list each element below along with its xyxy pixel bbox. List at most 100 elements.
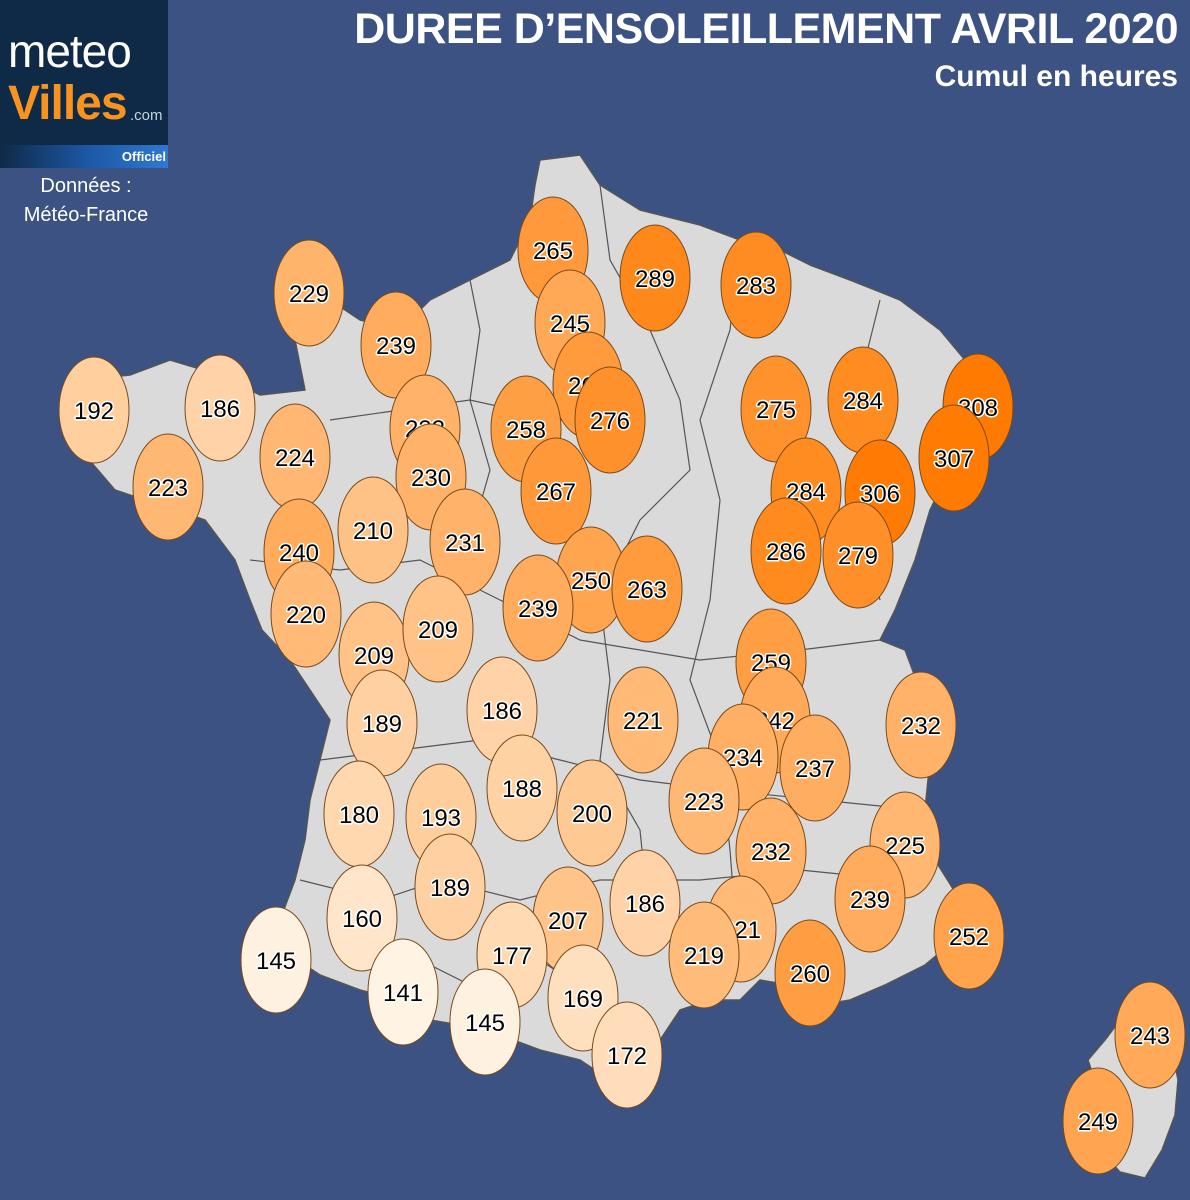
department-ellipse (402, 575, 474, 683)
department-value: 141 (383, 980, 423, 1007)
department-ellipse (834, 845, 906, 953)
department-value: 200 (572, 801, 612, 828)
department-marker: 188 (486, 734, 558, 842)
department-ellipse (574, 366, 646, 474)
department-marker: 263 (611, 535, 683, 643)
department-value: 276 (590, 408, 630, 435)
department-marker: 232 (735, 797, 807, 905)
department-ellipse (668, 747, 740, 855)
department-ellipse (591, 1001, 663, 1109)
department-marker: 249 (1062, 1067, 1134, 1175)
department-marker: 192 (58, 356, 130, 464)
department-marker: 267 (520, 437, 592, 545)
department-ellipse (933, 882, 1005, 990)
department-value: 265 (533, 238, 573, 265)
department-marker: 307 (918, 404, 990, 512)
map-subtitle: Cumul en heures (934, 60, 1178, 93)
department-marker: 279 (822, 501, 894, 609)
department-ellipse (750, 497, 822, 605)
department-ellipse (720, 231, 792, 339)
department-marker: 221 (607, 666, 679, 774)
department-ellipse (779, 714, 851, 822)
source-line-1: Données : (40, 175, 132, 197)
department-marker: 252 (933, 882, 1005, 990)
department-value: 223 (684, 789, 724, 816)
department-ellipse (240, 906, 312, 1014)
department-ellipse (607, 666, 679, 774)
department-ellipse (502, 554, 574, 662)
department-value: 189 (362, 711, 402, 738)
department-marker: 231 (429, 488, 501, 596)
department-value: 193 (421, 805, 461, 832)
department-value: 145 (465, 1010, 505, 1037)
department-ellipse (611, 535, 683, 643)
department-marker: 209 (402, 575, 474, 683)
department-value: 263 (627, 577, 667, 604)
department-value: 230 (411, 465, 451, 492)
department-ellipse (1114, 981, 1186, 1089)
department-ellipse (449, 968, 521, 1076)
department-marker: 239 (834, 845, 906, 953)
department-ellipse (668, 901, 740, 1009)
department-value: 289 (635, 266, 675, 293)
department-value: 145 (256, 948, 296, 975)
department-value: 186 (200, 396, 240, 423)
department-value: 221 (623, 708, 663, 735)
department-marker: 220 (270, 560, 342, 668)
department-value: 220 (286, 602, 326, 629)
department-value: 229 (289, 281, 329, 308)
department-marker: 145 (240, 906, 312, 1014)
department-value: 275 (756, 397, 796, 424)
department-ellipse (619, 224, 691, 332)
data-source: Données : Météo-France (0, 172, 172, 230)
department-marker: 250 (555, 526, 627, 634)
logo-text-top: meteo (8, 25, 132, 77)
department-marker: 160 (326, 864, 398, 972)
department-marker: 141 (367, 938, 439, 1046)
department-ellipse (132, 433, 204, 541)
department-ellipse (273, 239, 345, 347)
department-value: 186 (482, 698, 522, 725)
department-marker: 283 (720, 231, 792, 339)
department-value: 224 (275, 445, 315, 472)
logo-text-bottom: Villes (8, 77, 128, 130)
map-title: DUREE D’ENSOLEILLEMENT AVRIL 2020 (354, 5, 1178, 53)
department-marker: 232 (885, 671, 957, 779)
department-value: 186 (625, 891, 665, 918)
department-marker: 223 (668, 747, 740, 855)
department-value: 188 (502, 776, 542, 803)
department-ellipse (184, 354, 256, 462)
department-ellipse (774, 919, 846, 1027)
department-value: 160 (342, 906, 382, 933)
department-value: 284 (843, 388, 883, 415)
department-ellipse (414, 833, 486, 941)
department-value: 207 (548, 908, 588, 935)
department-marker: 224 (259, 403, 331, 511)
department-value: 307 (934, 446, 974, 473)
department-value: 279 (838, 543, 878, 570)
department-marker: 145 (449, 968, 521, 1076)
department-value: 237 (795, 756, 835, 783)
department-value: 286 (766, 539, 806, 566)
department-marker: 189 (346, 669, 418, 777)
department-marker: 223 (132, 433, 204, 541)
department-value: 223 (148, 475, 188, 502)
department-value: 232 (751, 839, 791, 866)
department-ellipse (822, 501, 894, 609)
department-ellipse (740, 355, 812, 463)
department-value: 209 (354, 643, 394, 670)
department-ellipse (885, 671, 957, 779)
department-marker: 260 (774, 919, 846, 1027)
department-value: 283 (736, 273, 776, 300)
department-ellipse (58, 356, 130, 464)
department-ellipse (270, 560, 342, 668)
department-value: 172 (607, 1043, 647, 1070)
department-value: 239 (850, 887, 890, 914)
department-marker: 289 (619, 224, 691, 332)
department-ellipse (918, 404, 990, 512)
department-marker: 237 (779, 714, 851, 822)
department-marker: 286 (750, 497, 822, 605)
department-marker: 210 (337, 476, 409, 584)
department-value: 267 (536, 479, 576, 506)
department-marker: 239 (502, 554, 574, 662)
